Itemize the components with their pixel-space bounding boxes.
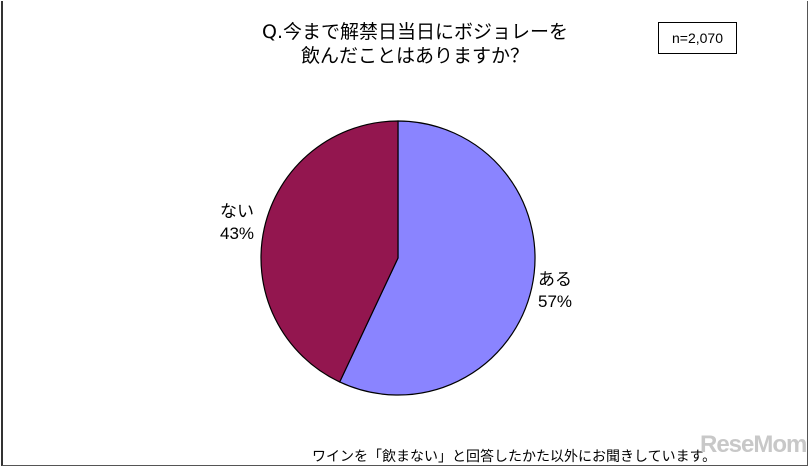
slice-label-aru: ある 57% bbox=[530, 270, 580, 312]
sample-size-box: n=2,070 bbox=[658, 22, 737, 54]
chart-title-line-1: Q.今まで解禁日当日にボジョレーを bbox=[262, 21, 568, 43]
footnote: ワインを「飲まない」と回答したかた以外にお聞きしています。 bbox=[312, 449, 717, 465]
slice-label-aru-name: ある bbox=[538, 270, 572, 290]
chart-title-line-2: 飲んだことはありますか？ bbox=[300, 45, 529, 67]
slice-label-nai: ない 43% bbox=[212, 202, 262, 244]
slice-label-nai-value: 43% bbox=[219, 224, 255, 243]
slice-label-nai-name: ない bbox=[220, 202, 254, 222]
slice-label-aru-value: 57% bbox=[537, 292, 573, 311]
pie-slice-0 bbox=[338, 120, 536, 396]
pie-slice-1 bbox=[260, 120, 399, 383]
watermark-logo: ReseMom bbox=[700, 431, 807, 458]
